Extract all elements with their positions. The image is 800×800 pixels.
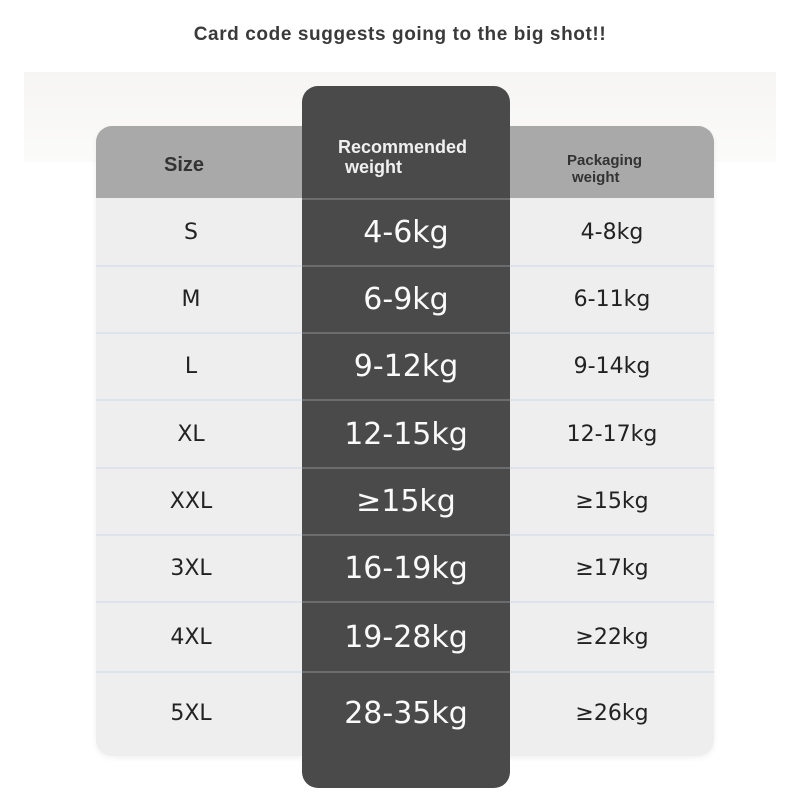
recommended-weight-cell: 6-9kg [363,282,449,317]
table-row: 5XL 28-35kg ≥26kg [96,672,714,755]
column-row-divider [302,399,510,401]
packaging-weight-cell: 4-8kg [580,220,644,245]
header-packaging-line1: Packaging [567,152,643,169]
size-cell: L [184,354,198,379]
header-recommended-line2: weight [345,157,402,177]
column-row-divider [302,198,510,200]
size-cell: XXL [169,489,213,514]
packaging-weight-cell: ≥17kg [575,556,649,581]
size-cell: M [181,287,201,312]
column-row-divider [302,534,510,536]
packaging-weight-cell: ≥15kg [575,489,649,514]
header-size: Size [164,154,205,176]
recommended-weight-cell: 9-12kg [353,349,459,384]
packaging-weight-cell: ≥22kg [575,624,649,650]
header-recommended-line1: Recommended [338,137,468,157]
table-row: S 4-6kg 4-8kg [96,199,714,266]
table-row: 3XL 16-19kg ≥17kg [96,535,714,602]
table-row: M 6-9kg 6-11kg [96,266,714,333]
recommended-weight-cell: ≥15kg [356,484,456,519]
size-cell: 5XL [170,701,212,726]
page-title: Card code suggests going to the big shot… [193,24,607,45]
table-row: XXL ≥15kg ≥15kg [96,468,714,535]
table-row: XL 12-15kg 12-17kg [96,400,714,468]
column-row-divider [302,332,510,334]
size-cell: 3XL [170,556,212,581]
recommended-weight-cell: 19-28kg [344,619,468,655]
column-row-divider [302,601,510,603]
column-row-divider [302,265,510,267]
column-row-divider [302,467,510,469]
size-cell: XL [177,421,205,447]
table-row: 4XL 19-28kg ≥22kg [96,602,714,672]
size-cell: S [184,220,198,245]
packaging-weight-cell: 9-14kg [573,354,651,379]
header-packaging-line2: weight [572,169,620,186]
packaging-weight-cell: 6-11kg [573,287,651,312]
recommended-weight-cell: 28-35kg [344,696,468,731]
column-row-divider [302,671,510,673]
packaging-weight-cell: ≥26kg [575,701,649,726]
table-row: L 9-12kg 9-14kg [96,333,714,400]
size-cell: 4XL [170,624,212,650]
recommended-weight-cell: 12-15kg [344,416,468,452]
recommended-weight-cell: 16-19kg [344,551,468,586]
packaging-weight-cell: 12-17kg [566,421,658,447]
recommended-weight-cell: 4-6kg [363,215,449,250]
